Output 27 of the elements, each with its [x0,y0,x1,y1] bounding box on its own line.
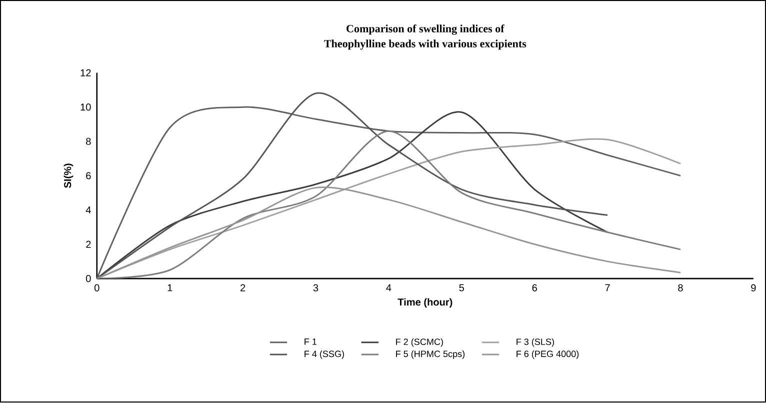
legend-label: F 4 (SSG) [304,350,344,360]
legend-label: F 3 (SLS) [516,338,554,347]
x-tick-label: 1 [168,284,172,292]
x-tick-label: 0 [94,284,100,292]
chart-title: Comparison of swelling indices of [346,24,504,35]
y-tick-label: 12 [80,69,91,76]
x-tick-label: 3 [313,284,318,292]
legend-label: F 5 (HPMC 5cps) [396,350,465,360]
y-tick-label: 8 [86,138,91,146]
y-tick-label: 4 [86,206,91,214]
x-tick-label: 2 [240,284,246,292]
y-tick-label: 6 [86,172,91,180]
x-tick-label: 4 [386,284,392,292]
legend-label: F 2 (SCMC) [396,338,443,347]
x-axis-title: Time (hour) [398,298,452,308]
y-tick-label: 0 [86,275,91,282]
y-tick-label: 10 [80,104,91,111]
chart-subtitle: Theophylline beads with various excipients [324,40,526,50]
x-tick-label: 8 [678,284,683,292]
x-tick-label: 7 [605,284,610,292]
x-tick-label: 9 [751,284,756,292]
y-tick-label: 2 [86,240,91,248]
legend-label: F 6 (PEG 4000) [516,350,579,360]
y-axis-title: SI(%) [64,164,74,188]
x-tick-label: 6 [532,284,537,292]
x-tick-label: 5 [459,284,464,292]
legend-label: F 1 [304,338,316,345]
